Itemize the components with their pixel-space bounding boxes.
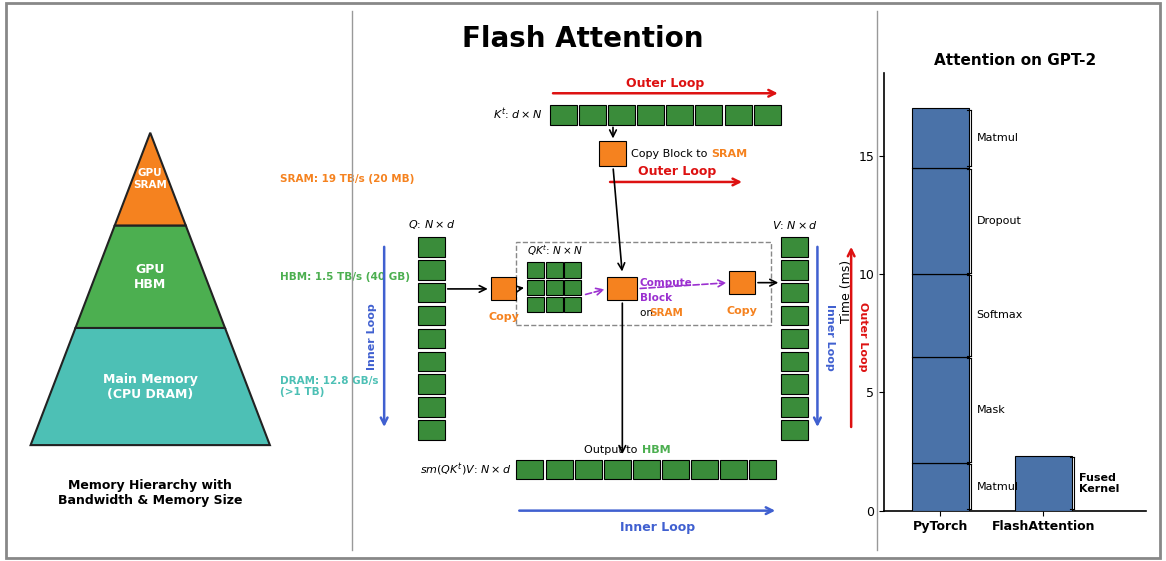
Text: $K^t$: $d \times N$: $K^t$: $d \times N$: [493, 107, 542, 122]
Text: on: on: [640, 307, 656, 318]
FancyBboxPatch shape: [546, 279, 563, 295]
FancyBboxPatch shape: [604, 459, 631, 479]
Bar: [912, 463, 969, 511]
Bar: [912, 357, 969, 463]
FancyBboxPatch shape: [695, 105, 723, 125]
FancyBboxPatch shape: [417, 397, 445, 417]
Text: $V$: $N \times d$: $V$: $N \times d$: [772, 219, 817, 231]
Polygon shape: [76, 226, 225, 328]
FancyBboxPatch shape: [609, 105, 635, 125]
FancyBboxPatch shape: [550, 105, 577, 125]
Text: Outer Loop: Outer Loop: [626, 77, 704, 90]
Polygon shape: [30, 328, 269, 445]
Text: SRAM: SRAM: [711, 149, 747, 159]
Text: GPU
HBM: GPU HBM: [134, 263, 167, 291]
Text: Dropout: Dropout: [976, 216, 1021, 226]
FancyBboxPatch shape: [417, 329, 445, 348]
Text: Flash Attention: Flash Attention: [462, 25, 704, 53]
FancyBboxPatch shape: [599, 141, 626, 166]
FancyBboxPatch shape: [781, 260, 808, 279]
Text: Memory Hierarchy with
Bandwidth & Memory Size: Memory Hierarchy with Bandwidth & Memory…: [58, 479, 243, 507]
FancyBboxPatch shape: [781, 420, 808, 440]
Text: GPU
SRAM: GPU SRAM: [133, 168, 167, 190]
FancyBboxPatch shape: [781, 283, 808, 302]
Text: SRAM: 19 TB/s (20 MB): SRAM: 19 TB/s (20 MB): [280, 174, 414, 184]
Text: Copy Block to: Copy Block to: [631, 149, 710, 159]
Text: Block: Block: [640, 293, 672, 303]
FancyBboxPatch shape: [417, 237, 445, 256]
Bar: [1014, 456, 1072, 511]
FancyBboxPatch shape: [607, 277, 638, 300]
Text: Copy: Copy: [726, 306, 758, 316]
FancyBboxPatch shape: [575, 459, 602, 479]
Text: Outer Loop: Outer Loop: [638, 165, 716, 178]
FancyBboxPatch shape: [781, 329, 808, 348]
FancyBboxPatch shape: [753, 105, 780, 125]
FancyBboxPatch shape: [417, 352, 445, 371]
Text: $Q$: $N \times d$: $Q$: $N \times d$: [408, 218, 455, 231]
Text: Inner Loop: Inner Loop: [826, 304, 835, 370]
Y-axis label: Time (ms): Time (ms): [840, 260, 852, 323]
FancyBboxPatch shape: [781, 375, 808, 394]
Title: Attention on GPT-2: Attention on GPT-2: [934, 53, 1096, 67]
FancyBboxPatch shape: [690, 459, 718, 479]
Text: Matmul: Matmul: [976, 482, 1018, 492]
FancyBboxPatch shape: [719, 459, 747, 479]
FancyBboxPatch shape: [564, 297, 582, 312]
Text: HBM: HBM: [642, 445, 670, 456]
FancyBboxPatch shape: [546, 459, 573, 479]
FancyBboxPatch shape: [781, 352, 808, 371]
Text: HBM: 1.5 TB/s (40 GB): HBM: 1.5 TB/s (40 GB): [280, 272, 409, 282]
Text: $QK^t$: $N \times N$: $QK^t$: $N \times N$: [527, 243, 583, 258]
FancyBboxPatch shape: [667, 105, 694, 125]
Bar: [912, 274, 969, 357]
Text: Mask: Mask: [976, 405, 1005, 415]
Text: Copy: Copy: [489, 312, 519, 322]
FancyBboxPatch shape: [417, 260, 445, 279]
Text: Main Memory
(CPU DRAM): Main Memory (CPU DRAM): [103, 373, 198, 401]
FancyBboxPatch shape: [417, 283, 445, 302]
FancyBboxPatch shape: [580, 105, 606, 125]
FancyBboxPatch shape: [546, 297, 563, 312]
Text: Compute: Compute: [640, 278, 693, 288]
FancyBboxPatch shape: [749, 459, 775, 479]
FancyBboxPatch shape: [417, 375, 445, 394]
FancyBboxPatch shape: [564, 279, 582, 295]
FancyBboxPatch shape: [527, 263, 545, 278]
FancyBboxPatch shape: [729, 270, 756, 294]
FancyBboxPatch shape: [662, 459, 689, 479]
Polygon shape: [114, 133, 185, 226]
FancyBboxPatch shape: [491, 277, 517, 300]
FancyBboxPatch shape: [781, 237, 808, 256]
FancyBboxPatch shape: [781, 397, 808, 417]
Text: Softmax: Softmax: [976, 310, 1023, 320]
FancyBboxPatch shape: [417, 420, 445, 440]
FancyBboxPatch shape: [527, 279, 545, 295]
Text: $sm(QK^t)V$: $N \times d$: $sm(QK^t)V$: $N \times d$: [420, 461, 511, 478]
Text: Fused
Kernel: Fused Kernel: [1080, 472, 1119, 494]
Text: Matmul: Matmul: [976, 133, 1018, 143]
FancyBboxPatch shape: [546, 263, 563, 278]
FancyBboxPatch shape: [781, 306, 808, 325]
FancyBboxPatch shape: [527, 297, 545, 312]
Text: Inner Loop: Inner Loop: [367, 304, 378, 370]
Bar: [912, 168, 969, 274]
FancyBboxPatch shape: [417, 306, 445, 325]
Text: Output to: Output to: [584, 445, 641, 456]
Text: SRAM: SRAM: [648, 307, 682, 318]
Bar: [517, 242, 771, 325]
Text: Outer Loop: Outer Loop: [858, 302, 868, 372]
Bar: [912, 108, 969, 168]
FancyBboxPatch shape: [517, 459, 543, 479]
FancyBboxPatch shape: [724, 105, 752, 125]
Text: DRAM: 12.8 GB/s
(>1 TB): DRAM: 12.8 GB/s (>1 TB): [280, 376, 378, 397]
FancyBboxPatch shape: [564, 263, 582, 278]
FancyBboxPatch shape: [638, 105, 665, 125]
Text: Inner Loop: Inner Loop: [620, 521, 695, 534]
FancyBboxPatch shape: [633, 459, 660, 479]
